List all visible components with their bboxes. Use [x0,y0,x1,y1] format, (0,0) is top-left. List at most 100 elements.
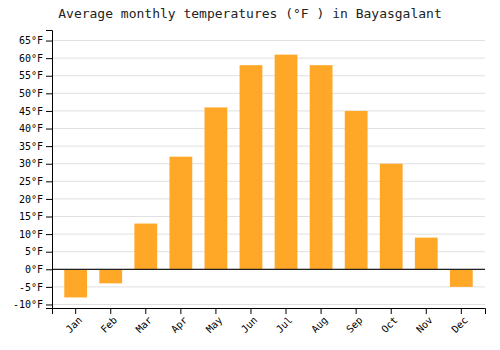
grid-line [52,269,485,270]
grid-line [52,163,485,164]
x-tick-mark [426,308,427,314]
y-tick-label: -10°F [13,299,43,310]
x-tick: Sep [344,308,365,335]
y-tick: 0°F [25,264,52,275]
x-tick-mark [110,308,111,314]
y-tick-label: 40°F [19,123,43,134]
y-tick-label: 25°F [19,176,43,187]
y-tick: 35°F [19,141,52,152]
y-axis-line [46,31,53,309]
x-axis-line [53,309,486,315]
x-tick-label: Oct [379,314,400,335]
y-tick-label: 60°F [19,53,43,64]
x-tick: Nov [414,308,435,335]
x-tick-label: May [204,314,225,335]
bar [169,157,192,270]
grid-line [52,181,485,182]
y-tick: 25°F [19,176,52,187]
x-tick-mark [321,308,322,314]
x-tick-label: Dec [449,314,470,335]
y-tick-mark [46,146,52,147]
x-tick: Jul [274,308,295,335]
y-tick-mark [46,41,52,42]
x-tick-label: Jan [64,314,85,335]
y-tick-label: 0°F [25,264,43,275]
grid-line [52,234,485,235]
y-tick: 45°F [19,106,52,117]
x-tick-mark [145,308,146,314]
x-tick-mark [215,308,216,314]
y-tick-label: -5°F [19,282,43,293]
x-tick: Apr [169,308,190,335]
y-tick-label: 5°F [25,246,43,257]
bar [415,238,438,270]
grid-line [52,216,485,217]
y-axis: -10°F -5°F 0°F 5°F 10°F 15°F 20°F 25°F 30°F 35°F 4… [13,31,53,311]
bar [99,269,122,283]
grid-line [52,198,485,199]
title: Average monthly temperatures (°F ) in Ba… [58,6,442,21]
y-tick: 40°F [19,123,52,134]
y-tick-mark [46,217,52,218]
grid-line [52,75,485,76]
y-tick-mark [46,164,52,165]
grid-line [52,58,485,59]
grid-line [52,128,485,129]
x-tick: May [204,308,225,335]
x-tick-mark [180,308,181,314]
y-tick-mark [46,199,52,200]
x-tick-label: Apr [169,314,190,335]
x-axis: JanFebMarAprMayJunJulAugSepOctNovDec [53,308,486,335]
bars [52,55,485,298]
zero-line [52,269,485,270]
x-tick: Mar [134,308,155,335]
bar [240,65,263,269]
y-tick-mark [46,287,52,288]
y-tick-mark [46,252,52,253]
grid-line [52,110,485,111]
y-tick-mark [46,269,52,270]
x-tick-mark [356,308,357,314]
bar [380,164,403,270]
x-tick-label: Sep [344,314,365,335]
y-tick-label: 35°F [19,141,43,152]
x-tick-mark [286,308,287,314]
y-tick: 5°F [25,246,52,257]
y-tick-label: 20°F [19,194,43,205]
y-tick: 15°F [19,211,52,222]
grid [52,41,485,305]
x-tick: Oct [379,308,400,335]
y-tick-label: 55°F [19,70,43,81]
grid-line [52,286,485,287]
bar [310,65,333,269]
x-tick: Dec [449,308,470,335]
x-tick-mark [461,308,462,314]
y-tick-mark [46,58,52,59]
bar [450,269,473,287]
plot: -10°F -5°F 0°F 5°F 10°F 15°F 20°F 25°F 30°F 35°F 4… [13,31,486,335]
y-tick-mark [46,181,52,182]
x-tick: Jan [64,308,85,335]
y-tick: 55°F [19,70,52,81]
bar [205,107,228,269]
y-tick: 10°F [19,229,52,240]
x-tick-mark [391,308,392,314]
y-tick-label: 65°F [19,35,43,46]
y-tick-mark [46,304,52,305]
y-tick: 30°F [19,158,52,169]
y-tick: 50°F [19,88,52,99]
x-tick-label: Jul [274,314,295,335]
x-tick-mark [250,308,251,314]
x-tick-label: Jun [239,314,260,335]
y-tick: -5°F [19,282,52,293]
y-tick-label: 15°F [19,211,43,222]
x-tick-mark [75,308,76,314]
y-tick: -10°F [13,299,52,310]
x-tick: Jun [239,308,260,335]
bar [275,55,298,270]
x-tick: Aug [309,308,330,335]
y-tick-label: 30°F [19,158,43,169]
y-tick-mark [46,129,52,130]
bar [134,224,157,270]
grid-line [52,93,485,94]
